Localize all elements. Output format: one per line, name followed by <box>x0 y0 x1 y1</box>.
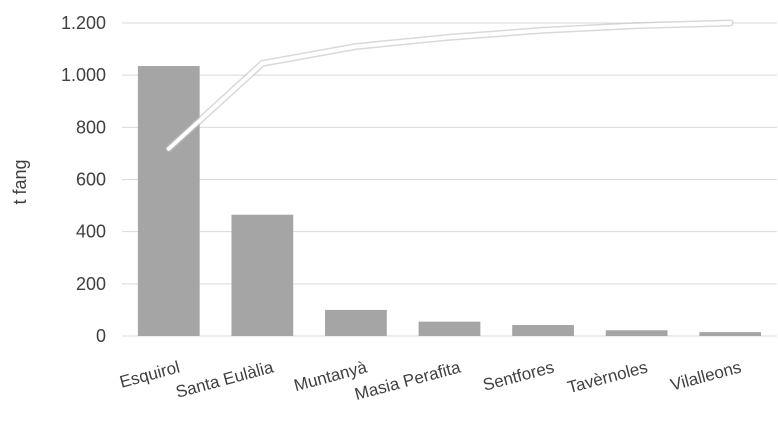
y-axis-label: t fang <box>10 159 30 204</box>
y-tick-label: 0 <box>96 326 106 346</box>
x-tick-label: Masia Perafita <box>353 357 463 404</box>
cumulative-line <box>165 19 734 153</box>
cumulative-line-shadow <box>165 19 734 153</box>
bar-santa-eul-lia <box>231 214 294 336</box>
x-tick-label: Tavèrnoles <box>565 358 649 398</box>
x-tick-label: Vilalleons <box>668 358 743 395</box>
bar-muntany- <box>325 309 387 336</box>
grid-lines <box>122 22 777 337</box>
y-tick-label: 1.200 <box>61 13 106 33</box>
bar-esquirol <box>137 66 200 336</box>
y-tick-label: 800 <box>76 117 106 137</box>
x-tick-label: Sentfores <box>481 358 556 395</box>
x-tick-label: Esquirol <box>118 358 182 392</box>
bars <box>137 66 762 336</box>
cumulative-line-path <box>166 21 733 151</box>
y-tick-label: 1.000 <box>61 65 106 85</box>
y-tick-label: 200 <box>76 274 106 294</box>
y-tick-label: 600 <box>76 170 106 190</box>
x-tick-label: Santa Eulàlia <box>174 357 276 401</box>
bar-masia-perafita <box>418 321 481 336</box>
bar-tav-rnoles <box>605 330 668 336</box>
bar-sentfores <box>512 325 574 336</box>
bar-vilalleons <box>699 332 762 336</box>
y-tick-label: 400 <box>76 222 106 242</box>
y-axis-ticks: 0 200 400 600 800 1.000 1.200 <box>61 13 106 346</box>
